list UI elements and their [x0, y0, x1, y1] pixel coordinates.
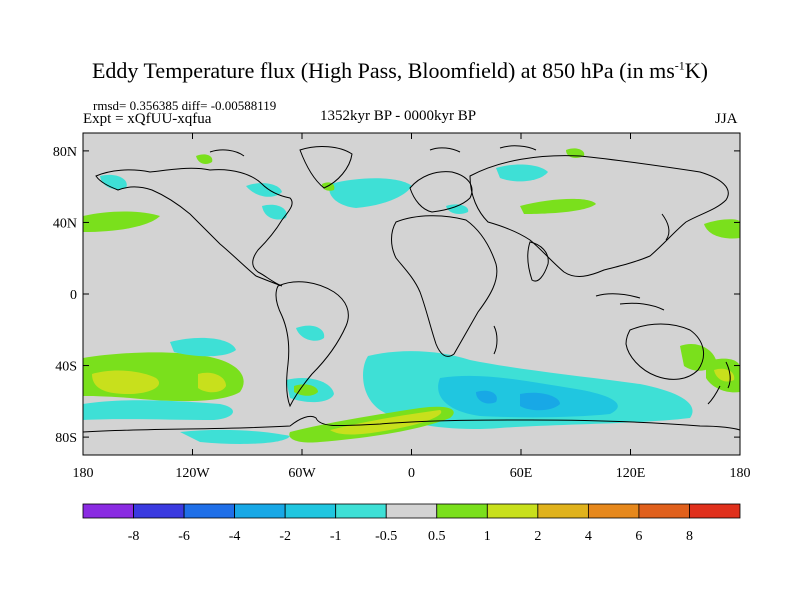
coastlines	[83, 145, 740, 433]
anomaly-region-central-asia-green	[520, 198, 596, 214]
chart-title: Eddy Temperature flux (High Pass, Bloomf…	[91, 58, 708, 83]
colorbar-swatch	[133, 503, 185, 519]
anomaly-region-eq-pacific-cyan	[296, 325, 325, 341]
coast-europe	[409, 171, 473, 213]
anomaly-region-indian-deepblue	[520, 392, 560, 411]
lon-tick-label: 180	[730, 466, 751, 481]
anomaly-region-south-pacific-cyan	[83, 400, 233, 420]
colorbar-label: 8	[686, 529, 693, 544]
colorbar-label: 2	[534, 529, 541, 544]
colorbar-swatch	[436, 503, 488, 519]
anomaly-region-north-pacific-green	[83, 211, 160, 232]
experiment-label: Expt = xQfUU-xqfua	[83, 111, 212, 127]
colorbar-label: -0.5	[375, 529, 397, 544]
lat-tick-label: 80S	[55, 431, 77, 446]
anomaly-region-west-pacific-green	[704, 219, 740, 239]
anomaly-region-siberia-cyan	[496, 164, 548, 182]
anomaly-region-south-pacific-yellow-2	[198, 372, 226, 393]
anomaly-fields	[83, 148, 740, 444]
coast-arctic-islands	[209, 145, 537, 157]
coast-africa	[391, 215, 498, 357]
lon-tick-label: 120E	[616, 466, 646, 481]
lat-tick-label: 40S	[55, 360, 77, 375]
colorbar-swatch	[183, 503, 236, 519]
season-label: JJA	[715, 111, 738, 127]
colorbar-swatch	[689, 503, 741, 519]
anomaly-region-argentine-green	[294, 384, 318, 396]
anomaly-region-antarctic-yellow	[330, 410, 442, 435]
coast-indonesia	[595, 293, 665, 311]
latitude-axis: 80N 40N 0 40S 80S	[53, 145, 740, 446]
anomaly-region-antarctic-cyan	[180, 429, 290, 444]
stats-text: rmsd= 0.356385 diff= -0.00588119	[93, 98, 277, 113]
coast-japan	[661, 213, 670, 241]
anomaly-region-pacific-cyan	[170, 337, 236, 357]
colorbar-swatch	[234, 503, 286, 519]
coast-asia	[469, 155, 729, 277]
colorbar-swatch	[385, 503, 438, 519]
colorbar-label: -2	[279, 529, 291, 544]
coast-newzealand	[707, 361, 731, 405]
colorbar-label: 1	[484, 529, 491, 544]
colorbar-label: -8	[128, 529, 140, 544]
colorbar-label: 6	[635, 529, 642, 544]
colorbar-swatch	[638, 503, 690, 519]
anomaly-region-mediterranean-cyan	[446, 204, 469, 214]
colorbar: -8 -6 -4 -2 -1 -0.5 0.5 1 2 4 6 8	[82, 503, 741, 544]
coast-australia	[625, 323, 705, 380]
coast-greenland	[299, 146, 353, 189]
anomaly-region-canada-cyan	[246, 183, 282, 197]
coast-india	[527, 241, 549, 282]
lon-tick-label: 120W	[175, 466, 210, 481]
colorbar-label: 0.5	[428, 529, 446, 544]
colorbar-swatch	[537, 503, 589, 519]
anomaly-region-south-pacific-yellow	[92, 370, 160, 394]
colorbar-swatch	[486, 503, 539, 519]
lon-tick-label: 180	[73, 466, 94, 481]
lat-tick-label: 40N	[53, 216, 77, 231]
coast-north-america	[95, 167, 293, 287]
coast-antarctica	[83, 415, 740, 433]
anomaly-region-north-atlantic-cyan	[329, 178, 412, 208]
lat-tick-label: 80N	[53, 145, 77, 160]
colorbar-label: -6	[178, 529, 190, 544]
colorbar-label: 4	[585, 529, 592, 544]
colorbar-label: -1	[330, 529, 342, 544]
coast-south-america	[275, 281, 349, 408]
colorbar-swatch	[82, 503, 134, 519]
anomaly-region-greenland-green	[196, 154, 213, 164]
longitude-axis: 180 120W 60W 0 60E 120E 180	[73, 133, 751, 481]
coast-madagascar	[493, 325, 498, 355]
colorbar-swatch	[284, 503, 337, 519]
anomaly-region-north-pacific-cyan	[100, 174, 127, 190]
anomaly-region-indian-deepblue-2	[476, 390, 497, 404]
colorbar-label: -4	[229, 529, 241, 544]
period-label: 1352kyr BP - 0000kyr BP	[320, 108, 477, 124]
lon-tick-label: 60E	[510, 466, 533, 481]
anomaly-region-us-east-cyan	[262, 204, 287, 220]
lon-tick-label: 0	[408, 466, 415, 481]
lon-tick-label: 60W	[288, 466, 316, 481]
colorbar-swatch	[335, 503, 387, 519]
lat-tick-label: 0	[70, 288, 77, 303]
colorbar-swatch	[587, 503, 640, 519]
